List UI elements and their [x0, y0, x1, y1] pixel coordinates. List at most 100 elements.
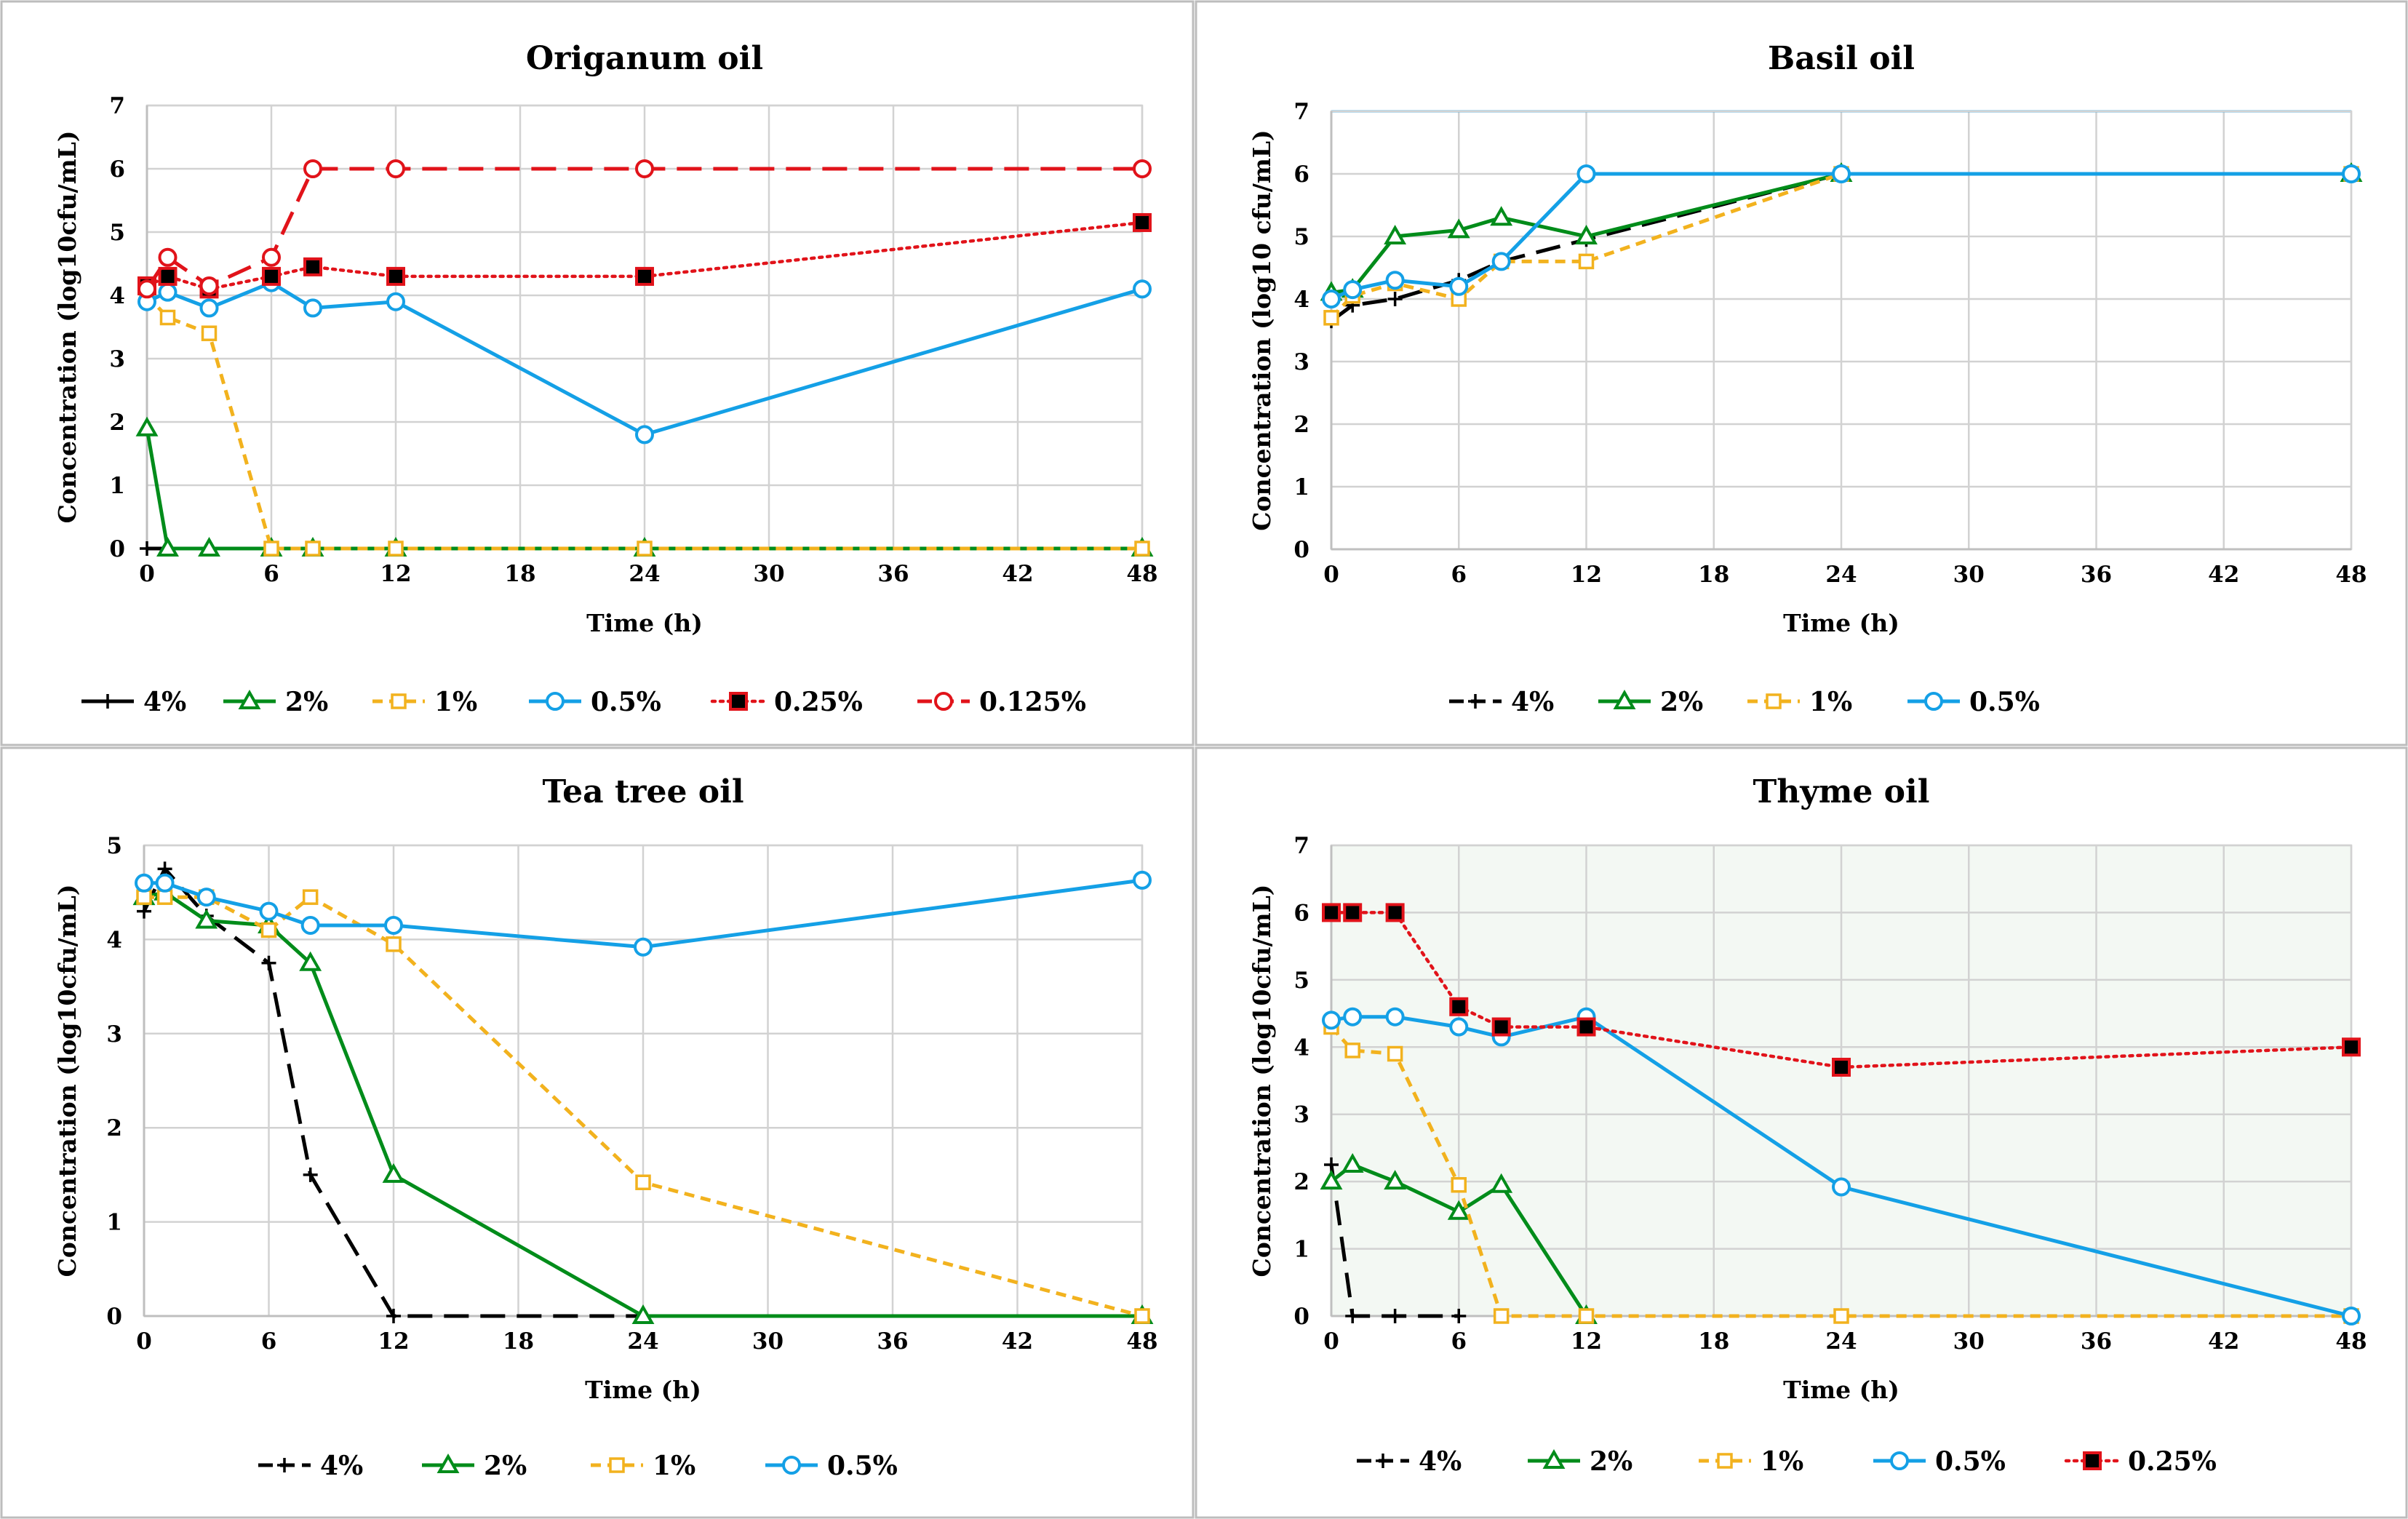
x-tick-label: 24 — [627, 1328, 658, 1355]
x-tick-label: 36 — [877, 1328, 908, 1355]
legend-marker — [391, 693, 407, 709]
data-point — [198, 536, 220, 557]
x-tick-label: 24 — [629, 561, 660, 587]
series-s2 — [1320, 1153, 1598, 1324]
legend-item: 4% — [1449, 687, 1554, 717]
data-point — [303, 298, 322, 318]
data-point — [386, 266, 405, 286]
data-point — [137, 279, 156, 299]
data-point — [634, 937, 653, 957]
data-point — [1133, 870, 1152, 890]
y-axis-label: Concentration (log10cfu/mL) — [1248, 885, 1276, 1277]
x-tick-label: 0 — [1323, 1328, 1339, 1355]
panel-frame — [0, 746, 1195, 1519]
legend-marker — [729, 692, 748, 711]
data-point — [1578, 253, 1595, 270]
x-tick-label: 30 — [752, 1328, 784, 1355]
data-point — [1322, 903, 1341, 922]
y-tick-label: 4 — [109, 283, 125, 309]
data-point — [199, 298, 219, 318]
data-point — [196, 888, 216, 907]
data-point — [1447, 218, 1470, 239]
data-point — [158, 266, 178, 286]
legend-marker — [1542, 1448, 1566, 1469]
x-tick-label: 48 — [1126, 561, 1157, 587]
x-tick-label: 6 — [263, 561, 279, 587]
panel-frame — [1195, 0, 2408, 746]
data-point — [637, 541, 653, 557]
legend-item: 0.25% — [710, 687, 863, 717]
x-tick-label: 48 — [2335, 562, 2367, 588]
legend-marker — [277, 1458, 292, 1472]
x-tick-label: 12 — [380, 561, 411, 587]
data-point — [1343, 280, 1363, 300]
data-point — [305, 541, 321, 557]
legend-label: 0.5% — [1969, 687, 2040, 717]
legend-label: 1% — [1809, 687, 1852, 717]
x-axis-label: Time (h) — [585, 1376, 701, 1404]
x-tick-label: 12 — [1571, 1328, 1602, 1355]
legend-label: 0.25% — [2128, 1446, 2217, 1477]
data-point — [1133, 212, 1152, 232]
series-s025 — [137, 212, 1152, 299]
data-point — [1322, 1010, 1341, 1030]
legend-item: 1% — [1747, 687, 1852, 717]
legend-marker — [2083, 1451, 2102, 1470]
chart-title: Origanum oil — [526, 40, 763, 77]
data-point — [1578, 1308, 1595, 1324]
y-tick-label: 1 — [1293, 1237, 1309, 1263]
x-tick-label: 12 — [1571, 562, 1602, 588]
data-point — [1133, 279, 1152, 299]
x-tick-label: 6 — [261, 1328, 277, 1355]
data-point — [136, 889, 152, 905]
data-point — [1493, 1308, 1510, 1324]
x-axis-label: Time (h) — [586, 609, 703, 637]
legend-marker — [436, 1453, 460, 1473]
data-point — [386, 159, 405, 178]
data-point — [262, 266, 281, 286]
data-point — [1490, 206, 1513, 226]
data-point — [384, 915, 403, 935]
data-point — [2342, 1307, 2361, 1325]
x-tick-label: 24 — [1825, 1328, 1857, 1355]
data-point — [158, 247, 178, 267]
legend-item: 2% — [1528, 1446, 1632, 1477]
legend-marker — [782, 1456, 801, 1475]
legend-marker — [238, 689, 261, 709]
data-point — [158, 282, 178, 302]
series-line — [1331, 172, 2351, 295]
data-point — [1322, 290, 1341, 308]
data-point — [1491, 252, 1511, 271]
data-point — [135, 416, 159, 436]
legend-item: 4% — [81, 687, 186, 717]
y-tick-label: 5 — [1293, 968, 1309, 994]
legend-item: 1% — [591, 1451, 695, 1481]
legend-marker — [1717, 1453, 1733, 1469]
data-point — [1343, 1007, 1363, 1026]
data-point — [1451, 1309, 1467, 1323]
x-tick-label: 30 — [1953, 562, 1985, 588]
data-point — [2342, 164, 2361, 183]
data-point — [1832, 164, 1851, 183]
y-tick-label: 0 — [1293, 537, 1309, 563]
legend-label: 2% — [285, 687, 328, 717]
legend-marker — [934, 692, 953, 711]
series-s05 — [137, 273, 1152, 444]
legend-item: 0.25% — [2064, 1446, 2217, 1477]
y-tick-label: 6 — [1293, 900, 1309, 926]
y-axis-label: Concentration (log10cfu/mL) — [53, 131, 81, 524]
data-point — [1387, 1045, 1403, 1062]
data-point — [635, 159, 654, 178]
data-point — [262, 247, 281, 267]
data-point — [1832, 1177, 1851, 1197]
data-point — [1449, 1017, 1469, 1037]
data-point — [1387, 1309, 1403, 1323]
data-point — [1324, 1157, 1339, 1173]
data-point — [263, 541, 279, 557]
data-point — [1447, 1200, 1470, 1220]
data-point — [635, 425, 654, 444]
y-tick-label: 2 — [106, 1115, 122, 1141]
legend-item: 0.125% — [917, 687, 1086, 717]
legend-label: 0.125% — [979, 687, 1086, 717]
series-s025 — [1322, 903, 2361, 1077]
